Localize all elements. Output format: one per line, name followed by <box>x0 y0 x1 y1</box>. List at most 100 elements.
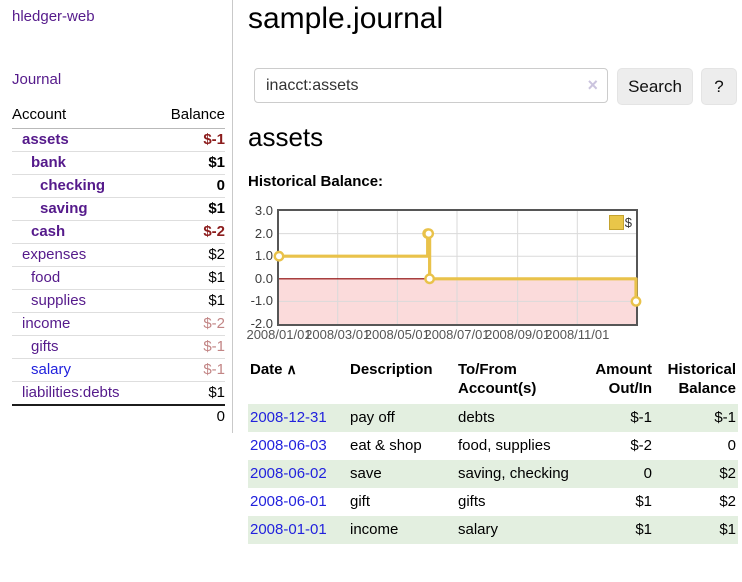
chart-plot-area: $ <box>273 209 642 326</box>
clear-icon[interactable]: × <box>587 75 598 95</box>
legend-label: $ <box>624 215 632 230</box>
sidebar-account-row: checking 0 <box>12 174 225 198</box>
register-cell-description: gift <box>350 493 371 510</box>
sidebar-account-balance: 0 <box>153 174 225 198</box>
register-cell-description: income <box>350 521 399 538</box>
sidebar-account-balance: $-1 <box>153 335 225 359</box>
help-button[interactable]: ? <box>701 68 737 105</box>
y-axis-tick-label: 2.0 <box>254 225 273 241</box>
register-table: Date ∧ Description To/From Account(s) Amo… <box>248 356 738 544</box>
register-header-accounts: To/From Account(s) <box>458 361 537 397</box>
sidebar-account-row: assets $-1 <box>12 129 225 152</box>
register-cell-description: eat & shop <box>350 437 422 454</box>
sidebar-account-balance: $1 <box>153 381 225 405</box>
sidebar-account-balance: $1 <box>153 289 225 313</box>
register-cell-balance: $2 <box>719 493 736 510</box>
register-cell-description: save <box>350 465 382 482</box>
search-button[interactable]: Search <box>617 68 693 105</box>
register-cell-amount: $-1 <box>630 409 652 426</box>
legend-swatch-icon <box>608 215 624 230</box>
register-row: 2008-06-02 save saving, checking 0 $2 <box>248 460 738 488</box>
transaction-date-link[interactable]: 2008-06-02 <box>250 465 327 482</box>
sidebar-account-row: liabilities:debts $1 <box>12 381 225 405</box>
chart-title: Historical Balance: <box>248 173 384 190</box>
register-cell-amount: $1 <box>635 493 652 510</box>
sidebar-account-link[interactable]: income <box>22 315 71 332</box>
sidebar-account-link[interactable]: liabilities:debts <box>22 384 120 401</box>
x-axis-tick-label: 2008/03/01 <box>305 327 371 342</box>
transaction-date-link[interactable]: 2008-06-01 <box>250 493 327 510</box>
sidebar-total-balance: 0 <box>153 404 225 428</box>
sidebar: hledger-web Journal Account Balance asse… <box>0 0 233 433</box>
account-heading: assets <box>248 122 324 152</box>
app-brand-link[interactable]: hledger-web <box>12 8 95 25</box>
sidebar-account-link[interactable]: food <box>31 269 61 286</box>
chart-series-svg <box>273 211 642 324</box>
register-header-amount: Amount Out/In <box>595 361 652 397</box>
register-cell-balance: $-1 <box>714 409 736 426</box>
register-row: 2008-12-31 pay off debts $-1 $-1 <box>248 404 738 432</box>
register-cell-accounts: debts <box>458 409 495 426</box>
sidebar-account-row: expenses $2 <box>12 243 225 267</box>
register-header-date[interactable]: Date ∧ <box>250 361 297 378</box>
sidebar-account-link[interactable]: expenses <box>22 246 87 263</box>
sidebar-account-balance: $-1 <box>203 131 225 148</box>
register-cell-accounts: gifts <box>458 493 486 510</box>
sidebar-account-row: supplies $1 <box>12 289 225 313</box>
sidebar-account-balance: $-2 <box>153 220 225 244</box>
register-cell-balance: $2 <box>719 465 736 482</box>
sidebar-account-row: cash $-2 <box>12 220 225 244</box>
sidebar-account-row: income $-2 <box>12 312 225 336</box>
balance-column-header: Balance <box>153 104 225 129</box>
page-title: sample.journal <box>248 2 444 35</box>
x-axis-tick-label: 2008/01/01 <box>246 327 312 342</box>
register-cell-description: pay off <box>350 409 395 426</box>
sidebar-account-link[interactable]: cash <box>31 223 66 240</box>
sidebar-account-balance: $1 <box>153 266 225 290</box>
register-cell-date: 2008-06-01 <box>248 488 348 516</box>
search-input[interactable] <box>254 68 608 103</box>
sidebar-account-link[interactable]: saving <box>40 200 88 217</box>
sidebar-account-link[interactable]: salary <box>31 361 72 378</box>
sidebar-account-link[interactable]: bank <box>31 154 67 171</box>
x-axis-tick-label: 2008/09/01 <box>485 327 551 342</box>
y-axis-tick-label: -1.0 <box>250 293 273 309</box>
register-cell-accounts: food, supplies <box>458 437 551 454</box>
sidebar-account-link[interactable]: supplies <box>31 292 87 309</box>
accounts-column-header: Account <box>12 104 154 129</box>
register-header-balance: Historical Balance <box>667 361 736 397</box>
sidebar-account-balance: $2 <box>153 243 225 267</box>
x-axis-tick-label: 2008/07/01 <box>424 327 490 342</box>
transaction-date-link[interactable]: 2008-12-31 <box>250 409 327 426</box>
register-cell-balance: 0 <box>727 437 736 454</box>
transaction-date-link[interactable]: 2008-01-01 <box>250 521 327 538</box>
register-row: 2008-01-01 income salary $1 $1 <box>248 516 738 544</box>
sidebar-account-balance: $1 <box>153 151 225 175</box>
transaction-date-link[interactable]: 2008-06-03 <box>250 437 327 454</box>
register-cell-amount: 0 <box>643 465 652 482</box>
sidebar-account-link[interactable]: assets <box>22 131 69 148</box>
register-row: 2008-06-01 gift gifts $1 $2 <box>248 488 738 516</box>
sidebar-account-row: gifts $-1 <box>12 335 225 359</box>
register-cell-date: 2008-01-01 <box>248 516 348 544</box>
register-cell-amount: $-2 <box>630 437 652 454</box>
search-form: × Search ? <box>248 68 742 106</box>
main-content: sample.journal × Search ? assets Histori… <box>246 0 742 582</box>
sidebar-account-balance: $1 <box>153 197 225 221</box>
sidebar-total-row: 0 <box>12 404 225 428</box>
sidebar-item-journal[interactable]: Journal <box>12 71 62 88</box>
x-axis-tick-label: 2008/05/01 <box>364 327 430 342</box>
register-cell-date: 2008-06-03 <box>248 432 348 460</box>
register-cell-accounts: saving, checking <box>458 465 569 482</box>
y-axis: 3.0 2.0 1.0 0.0 -1.0 -2.0 <box>248 203 273 331</box>
register-header-description: Description <box>350 361 433 378</box>
sidebar-account-row: saving $1 <box>12 197 225 221</box>
register-cell-balance: $1 <box>719 521 736 538</box>
sidebar-account-link[interactable]: checking <box>40 177 106 194</box>
y-axis-tick-label: 1.0 <box>254 248 273 264</box>
sidebar-account-link[interactable]: gifts <box>31 338 59 355</box>
accounts-balance-table: Account Balance assets $-1 bank $1 checking 0… <box>12 104 225 428</box>
sidebar-account-row: salary $-1 <box>12 358 225 382</box>
sidebar-account-balance: $-2 <box>153 312 225 336</box>
register-cell-amount: $1 <box>635 521 652 538</box>
